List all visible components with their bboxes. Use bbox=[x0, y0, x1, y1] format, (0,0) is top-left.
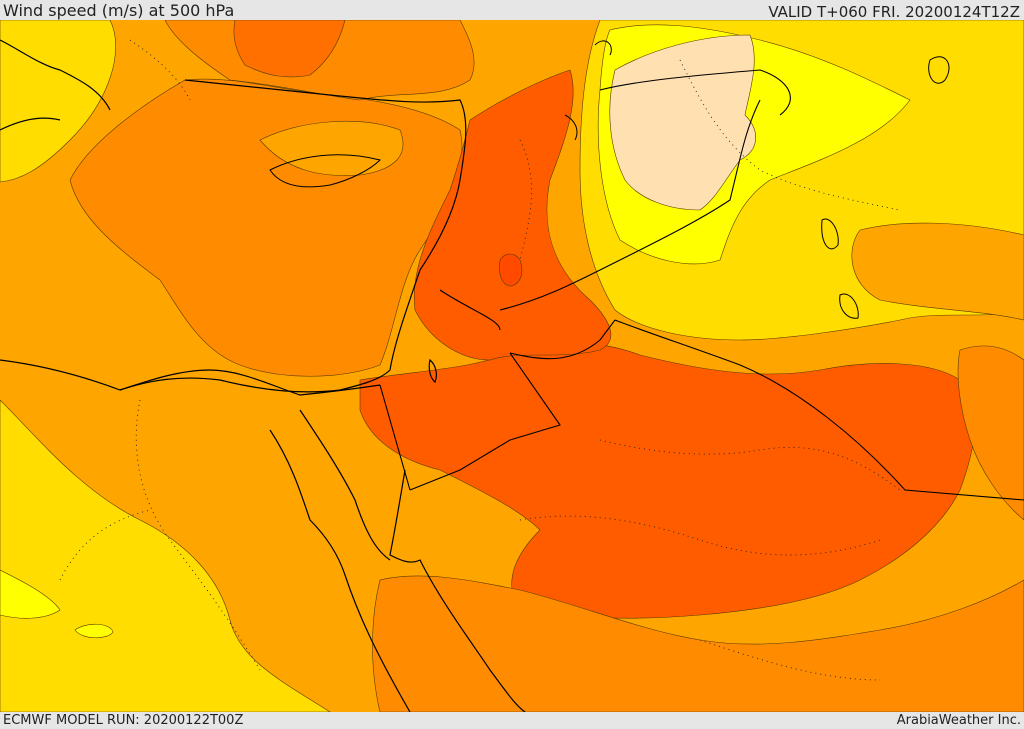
map-title: Wind speed (m/s) at 500 hPa bbox=[3, 1, 235, 20]
field-band-5-levant bbox=[413, 69, 612, 361]
footer-bar: ECMWF MODEL RUN: 20200122T00Z ArabiaWeat… bbox=[0, 712, 1024, 729]
valid-time: VALID T+060 FRI. 20200124T12Z bbox=[768, 3, 1020, 21]
dotted-boundaries bbox=[59, 39, 901, 681]
map-canvas bbox=[0, 20, 1024, 712]
field-band-4-north bbox=[233, 20, 346, 78]
field-band-northwest bbox=[0, 20, 117, 183]
credit-label: ArabiaWeather Inc. bbox=[896, 713, 1021, 728]
field-band-cyprus bbox=[259, 120, 404, 176]
field-band-2-east bbox=[851, 222, 1024, 321]
wind-speed-map[interactable] bbox=[0, 20, 1024, 712]
model-run-label: ECMWF MODEL RUN: 20200122T00Z bbox=[3, 713, 244, 728]
field-band-6-core bbox=[499, 253, 523, 287]
country-borders bbox=[379, 69, 1024, 501]
field-band-3-southeast bbox=[957, 345, 1024, 521]
field-band-southwest-patch bbox=[74, 623, 114, 639]
field-band-southwest-bright bbox=[0, 569, 61, 619]
header-bar: Wind speed (m/s) at 500 hPa VALID T+060 … bbox=[0, 0, 1024, 20]
field-band-3-south bbox=[372, 575, 1024, 712]
coastlines bbox=[0, 39, 950, 712]
field-band-5-east bbox=[359, 342, 976, 619]
